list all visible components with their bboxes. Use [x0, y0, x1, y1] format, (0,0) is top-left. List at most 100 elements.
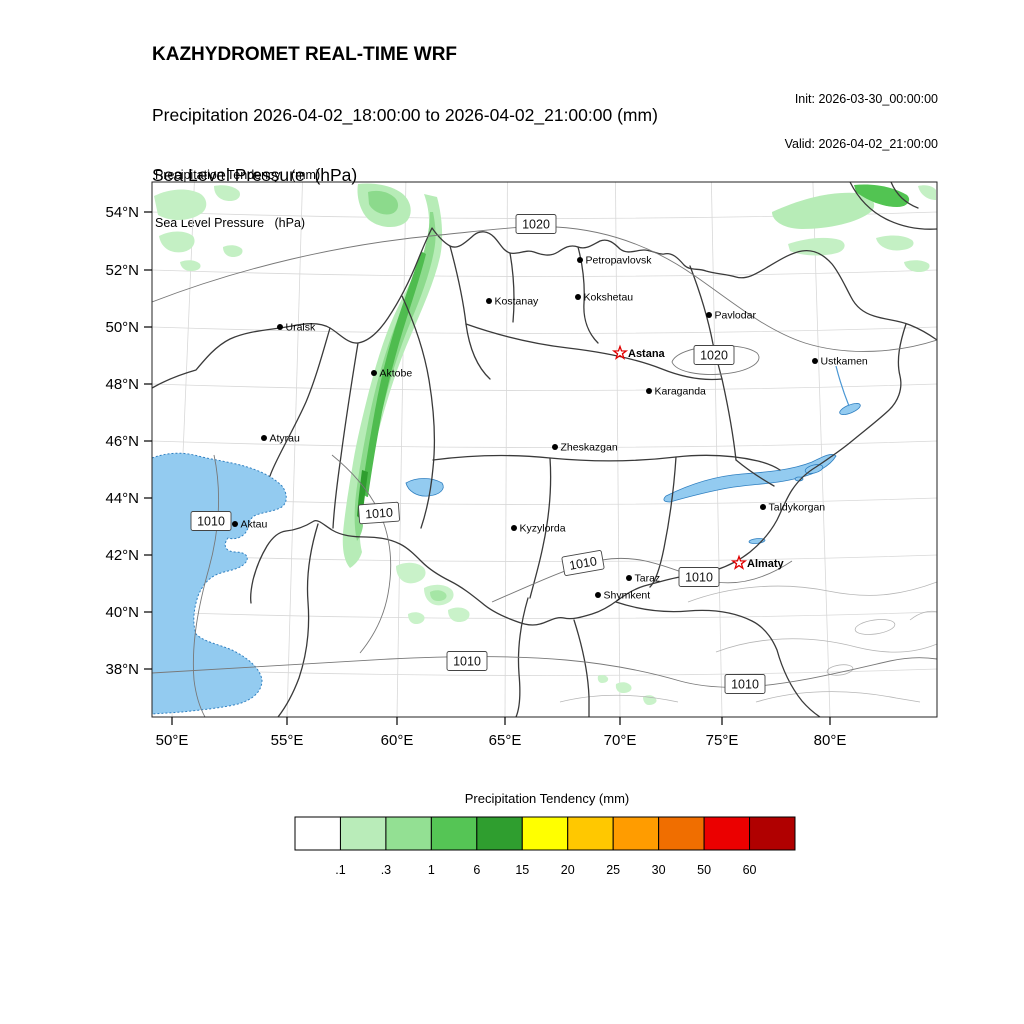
graticule: [151, 181, 938, 718]
contour-1010-bottom: [152, 656, 937, 688]
oblast-border-atyrau-aktobe: [332, 342, 359, 529]
legend-color-box: [567, 816, 614, 851]
meridian-line: [710, 181, 723, 718]
parallel-line: [151, 383, 938, 391]
legend-color-box: [430, 816, 478, 851]
y-tick-label: 40°N: [105, 604, 139, 621]
precip-patch-nw3: [214, 185, 240, 201]
city-dot: [232, 521, 238, 527]
parallel-line: [151, 611, 938, 619]
pressure-label-box: [724, 674, 766, 694]
precipitation-shading: [154, 183, 936, 705]
legend-color-box: [476, 816, 523, 851]
city-label: Atyrau: [270, 433, 301, 445]
oblast-border-kostanay-nkaz: [509, 252, 515, 323]
legend-tick-label: 1: [428, 863, 435, 877]
legend-color-box: [612, 816, 660, 851]
meridian-line: [396, 181, 407, 718]
legend-tick-label: 20: [561, 863, 575, 877]
capital-star-icon: [611, 344, 629, 360]
precip-patch-ne4: [904, 260, 930, 272]
city-label: Aktobe: [380, 368, 413, 380]
city-dot: [706, 312, 712, 318]
border-ne-corner-2: [890, 182, 919, 209]
pressure-label: 1010: [358, 501, 400, 525]
border-uzbek-2: [573, 619, 590, 717]
pressure-label: 1010: [446, 651, 488, 671]
pressure-label: 1010: [190, 511, 232, 531]
pressure-label-text: 1010: [685, 571, 713, 585]
x-tick-label: 50°E: [156, 732, 189, 749]
lake-zaysan: [839, 403, 861, 415]
oblast-border-akmola-karaganda: [465, 323, 723, 381]
city-label: Astana: [628, 348, 666, 360]
precip-band-medium: [354, 212, 436, 541]
pressure-label-text: 1010: [365, 506, 394, 522]
border-ustyurt: [277, 523, 319, 717]
city-label: Taldykorgan: [769, 502, 826, 514]
city-dot: [486, 298, 492, 304]
legend-tick-label: 30: [652, 863, 666, 877]
precip-patch-topcenter-core: [368, 190, 399, 215]
precip-patch-s3: [448, 607, 470, 622]
oblast-border-kyzylorda-skaz: [529, 457, 552, 599]
oblast-border-nkaz-akmola: [577, 246, 599, 344]
terrain-contours: [559, 581, 937, 703]
city-label: Karaganda: [655, 386, 707, 398]
legend-tick-label: 15: [515, 863, 529, 877]
oblast-border-zhambyl-almaty: [649, 456, 677, 588]
city-dot: [760, 504, 766, 510]
capital-star-icon: [730, 554, 748, 570]
legend-title: Precipitation Tendency (mm): [464, 791, 630, 806]
pressure-label-text: 1010: [731, 678, 759, 692]
precip-patch-s1: [396, 562, 426, 584]
city-dot: [552, 444, 558, 450]
contour-1010-west: [192, 454, 220, 717]
axes: 54°N 52°N 50°N 48°N 46°N 44°N 42°N 40°N 38°N 50°E…: [105, 204, 846, 749]
city-dot: [371, 370, 377, 376]
legend-color-box: [749, 816, 796, 851]
x-tick-label: 70°E: [604, 732, 637, 749]
precip-patch-nw5: [180, 260, 201, 271]
legend-tick-label: 6: [473, 863, 480, 877]
oblast-border-aktobe-kyzylorda: [401, 295, 436, 529]
slp-contours: [152, 226, 937, 717]
city-dot: [277, 324, 283, 330]
oblast-border-kostanay-w: [449, 245, 491, 380]
valid-time: Valid: 2026-04-02_21:00:00: [784, 137, 938, 151]
legend-color-box: [703, 816, 751, 851]
y-tick-label: 46°N: [105, 433, 139, 450]
city-dot: [595, 592, 601, 598]
border-ne-corner-1: [849, 182, 937, 230]
y-tick-label: 38°N: [105, 661, 139, 678]
pressure-label-box: [515, 214, 557, 234]
precip-patch-nw1: [154, 189, 207, 221]
pressure-label-text: 1020: [522, 218, 550, 232]
city-label: Almaty: [747, 558, 785, 570]
oblast-border-wkaz-atyrau: [269, 327, 331, 477]
precip-patch-ne5: [918, 185, 936, 200]
precip-band-dark: [362, 252, 426, 497]
y-tick-label: 52°N: [105, 262, 139, 279]
precip-patch-ne1: [772, 192, 875, 229]
pressure-label: 1020: [515, 214, 557, 234]
pressure-label-box: [446, 651, 488, 671]
legend-color-box: [339, 816, 387, 851]
pressure-label: 1010: [561, 550, 605, 576]
border-kyrgyz-china: [615, 601, 821, 717]
x-tick-label: 55°E: [271, 732, 304, 749]
pressure-label-text: 1010: [568, 554, 598, 573]
city-label: Ustkamen: [821, 356, 868, 368]
meridian-line: [504, 181, 508, 718]
legend-color-box: [385, 816, 432, 851]
field-label-precip: Precipitation Tendency (mm): [155, 168, 321, 182]
y-tick-label: 48°N: [105, 376, 139, 393]
pressure-label: 1010: [724, 674, 766, 694]
contour-1020-north: [152, 226, 937, 352]
border-uzbek-1: [515, 597, 529, 717]
pressure-label: 1010: [678, 567, 720, 587]
precip-patch-nw4: [223, 245, 243, 257]
precip-patch-s5: [615, 682, 632, 693]
